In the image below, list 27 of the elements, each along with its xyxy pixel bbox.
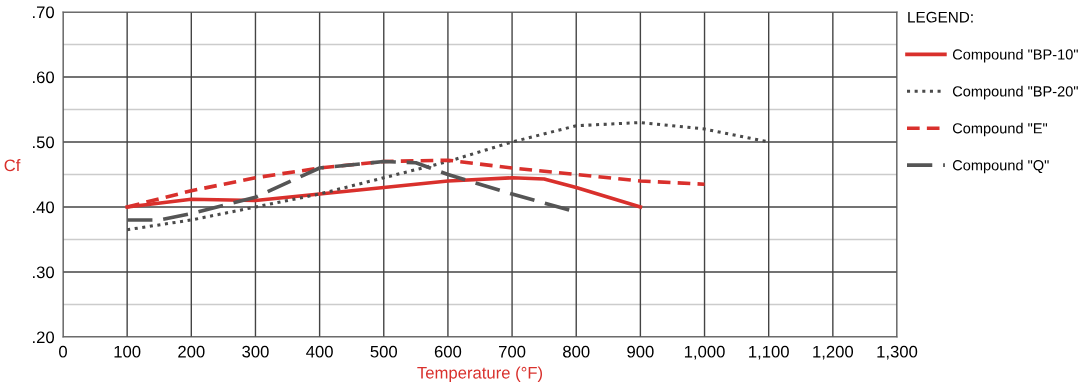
x-tick-label: 600 bbox=[434, 345, 462, 358]
legend-label: Compound "BP-10" bbox=[952, 48, 1078, 63]
legend-title: LEGEND: bbox=[908, 11, 973, 23]
x-tick-label: 800 bbox=[563, 345, 590, 358]
x-tick-label: 500 bbox=[370, 345, 398, 358]
x-axis-title: Temperature (°F) bbox=[417, 366, 543, 382]
legend-label: Compound "E" bbox=[952, 122, 1048, 137]
y-tick-label: .30 bbox=[33, 266, 55, 279]
x-tick-label: 1,300 bbox=[877, 345, 918, 360]
y-tick-label: .40 bbox=[33, 201, 55, 214]
y-axis-title: Cf bbox=[4, 158, 21, 172]
x-tick-label: 1,200 bbox=[813, 345, 854, 360]
x-tick-label: 300 bbox=[242, 345, 269, 358]
y-tick-label: .50 bbox=[33, 136, 55, 149]
legend-label: Compound "BP-20" bbox=[952, 85, 1078, 100]
y-tick-label: .70 bbox=[33, 6, 55, 19]
y-tick-label: .60 bbox=[33, 71, 55, 84]
x-tick-label: 700 bbox=[499, 345, 526, 358]
x-tick-label: 400 bbox=[306, 345, 333, 358]
legend-label: Compound "Q" bbox=[952, 159, 1049, 174]
x-tick-label: 1,000 bbox=[684, 345, 725, 360]
x-tick-label: 0 bbox=[59, 345, 67, 358]
x-tick-label: 100 bbox=[114, 345, 141, 358]
x-tick-label: 200 bbox=[178, 345, 205, 358]
x-tick-label: 900 bbox=[627, 345, 654, 358]
y-tick-label: .20 bbox=[33, 331, 55, 344]
x-tick-label: 1,100 bbox=[749, 345, 789, 360]
